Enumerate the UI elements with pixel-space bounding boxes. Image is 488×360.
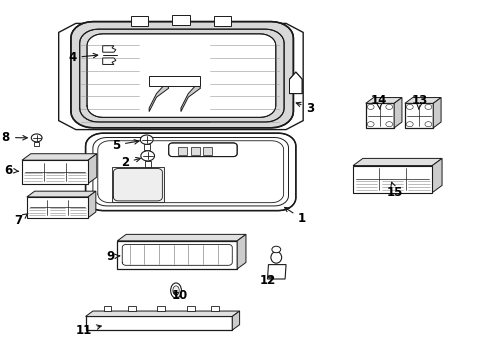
Polygon shape	[117, 241, 237, 269]
Polygon shape	[117, 234, 245, 241]
Polygon shape	[365, 103, 393, 128]
Polygon shape	[157, 306, 165, 311]
Polygon shape	[203, 147, 211, 155]
Circle shape	[385, 104, 392, 109]
Text: 5: 5	[112, 139, 139, 152]
Polygon shape	[59, 23, 303, 130]
Polygon shape	[22, 154, 97, 160]
Polygon shape	[87, 34, 275, 117]
Polygon shape	[404, 98, 440, 103]
Text: 7: 7	[15, 213, 28, 227]
Circle shape	[424, 104, 431, 109]
Polygon shape	[103, 306, 111, 311]
Polygon shape	[237, 234, 245, 269]
Text: 15: 15	[386, 182, 403, 199]
Polygon shape	[181, 83, 200, 112]
Polygon shape	[232, 311, 239, 330]
Polygon shape	[88, 191, 96, 218]
Polygon shape	[112, 167, 163, 202]
Polygon shape	[27, 197, 88, 218]
Circle shape	[366, 122, 373, 127]
Polygon shape	[393, 98, 401, 128]
Text: 9: 9	[106, 250, 120, 263]
Polygon shape	[211, 306, 219, 311]
Polygon shape	[172, 15, 189, 25]
Text: 4: 4	[68, 51, 98, 64]
Circle shape	[406, 104, 412, 109]
Circle shape	[271, 246, 280, 253]
Text: 8: 8	[2, 131, 27, 144]
Polygon shape	[213, 16, 231, 26]
Polygon shape	[267, 265, 285, 279]
Polygon shape	[27, 191, 96, 197]
Polygon shape	[71, 22, 293, 128]
Text: 13: 13	[410, 94, 427, 109]
Circle shape	[385, 122, 392, 127]
Ellipse shape	[173, 286, 179, 295]
Ellipse shape	[170, 283, 181, 298]
Polygon shape	[352, 166, 431, 193]
Text: 10: 10	[171, 289, 188, 302]
Polygon shape	[144, 161, 150, 167]
Polygon shape	[85, 316, 232, 330]
Text: 14: 14	[370, 94, 386, 109]
Circle shape	[141, 151, 154, 161]
Text: 2: 2	[121, 156, 140, 169]
Circle shape	[366, 104, 373, 109]
Polygon shape	[178, 147, 187, 155]
Ellipse shape	[270, 252, 281, 263]
Polygon shape	[431, 158, 441, 193]
Circle shape	[424, 122, 431, 127]
Polygon shape	[130, 16, 148, 26]
Polygon shape	[143, 144, 149, 150]
Circle shape	[140, 135, 153, 144]
Text: 3: 3	[296, 102, 314, 114]
Polygon shape	[149, 83, 168, 112]
Polygon shape	[102, 58, 116, 64]
Circle shape	[406, 122, 412, 127]
Text: 12: 12	[259, 274, 276, 287]
Polygon shape	[149, 76, 200, 86]
Polygon shape	[168, 143, 237, 157]
Text: 1: 1	[284, 207, 305, 225]
Polygon shape	[128, 306, 136, 311]
Polygon shape	[85, 311, 239, 316]
Text: 11: 11	[76, 324, 101, 337]
Polygon shape	[34, 142, 39, 146]
Polygon shape	[85, 133, 295, 211]
Polygon shape	[102, 46, 116, 52]
Polygon shape	[404, 103, 432, 128]
Polygon shape	[289, 72, 302, 94]
Polygon shape	[352, 158, 441, 166]
Polygon shape	[365, 98, 401, 103]
Polygon shape	[88, 154, 97, 184]
Polygon shape	[432, 98, 440, 128]
Circle shape	[31, 134, 42, 142]
Polygon shape	[22, 160, 88, 184]
Polygon shape	[190, 147, 199, 155]
Text: 6: 6	[5, 164, 19, 177]
Polygon shape	[186, 306, 194, 311]
